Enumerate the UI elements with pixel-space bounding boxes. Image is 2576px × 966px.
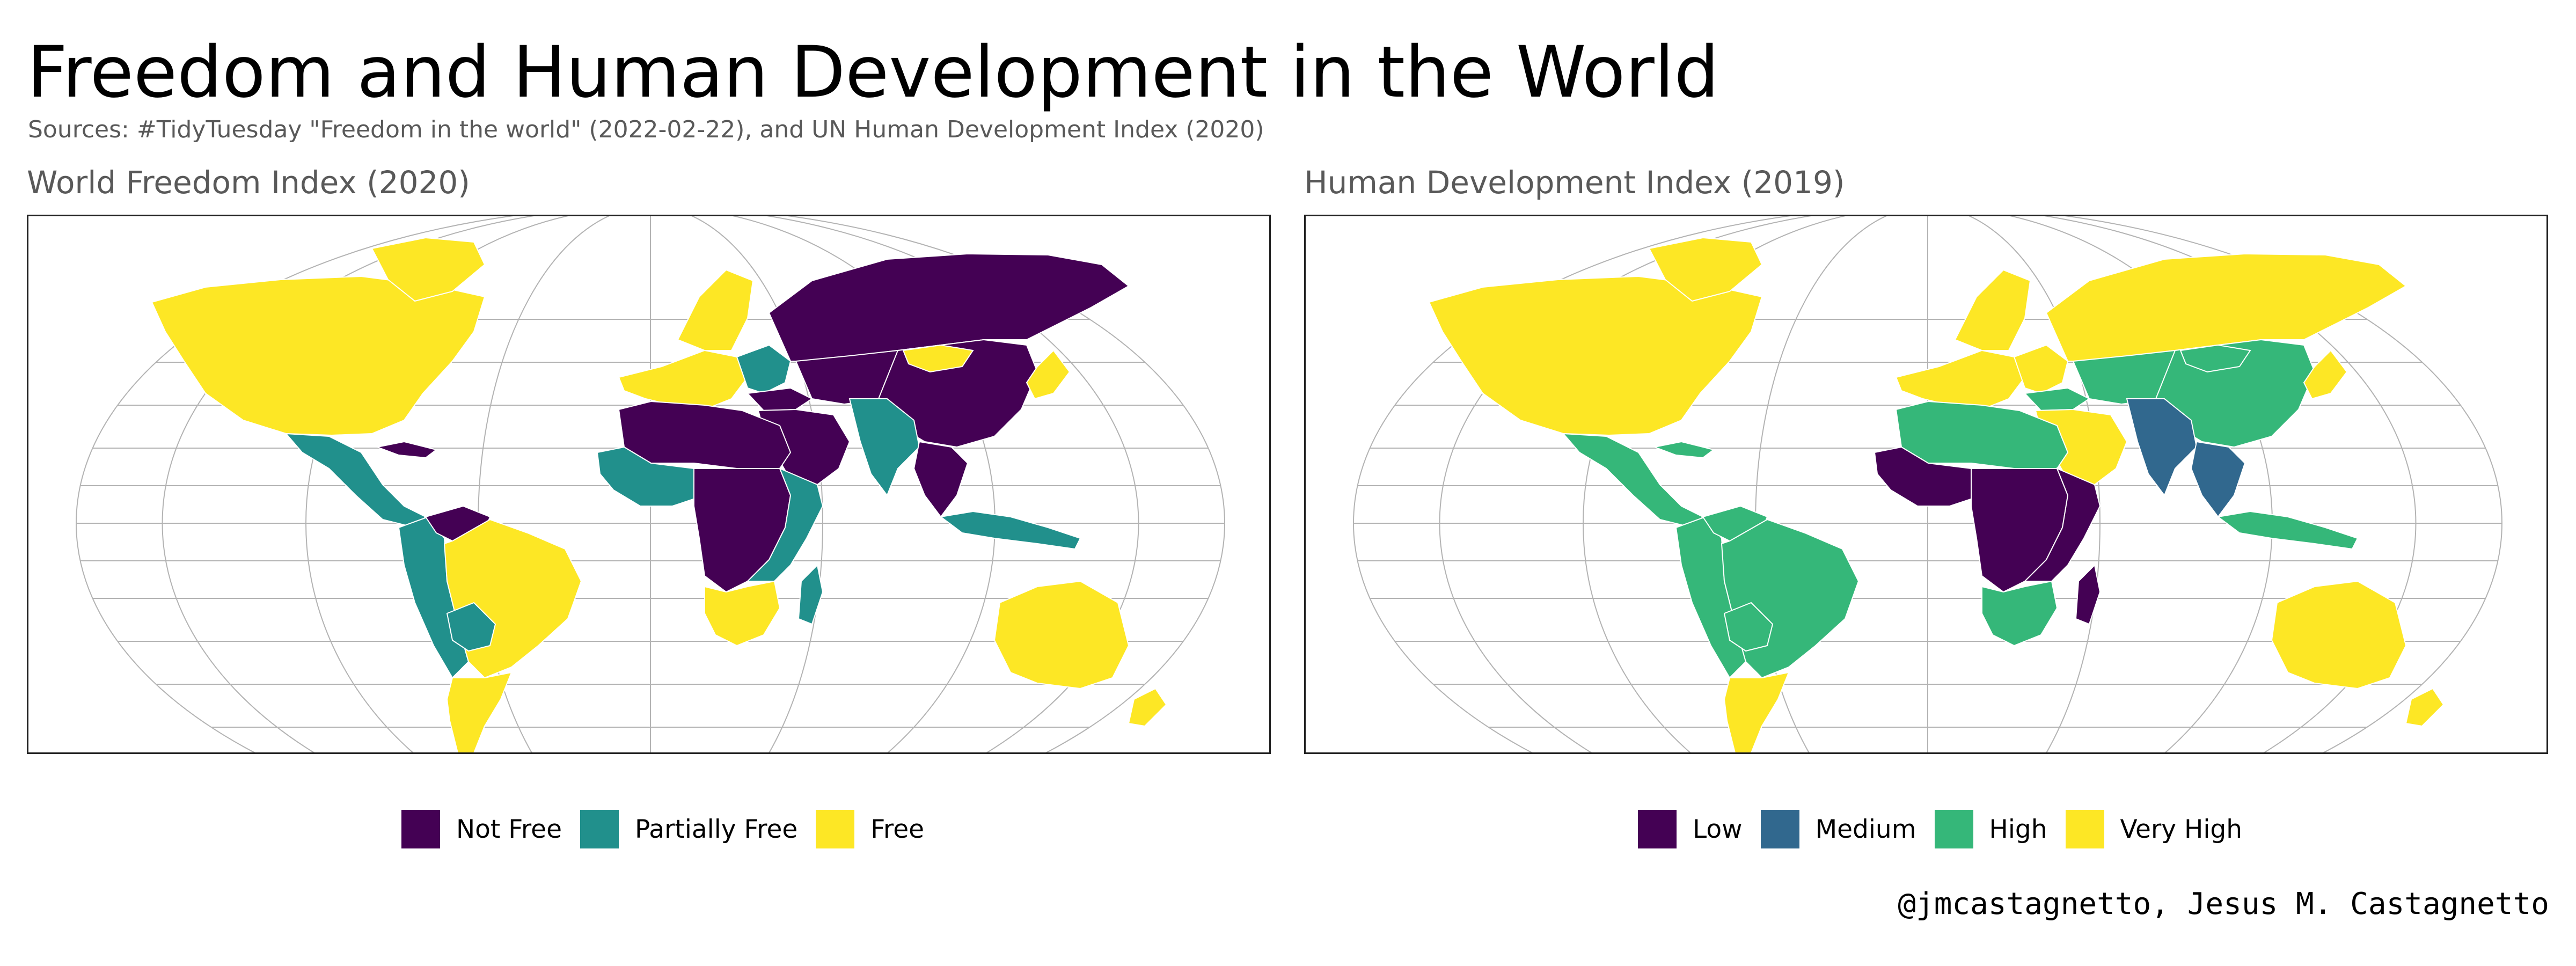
region-turkey (2023, 387, 2090, 412)
hdi-legend-label: Medium (1815, 814, 1916, 844)
region-greenland (371, 237, 486, 302)
region-turkey (746, 387, 813, 412)
region-indonesia (939, 510, 1081, 550)
hdi-legend-swatch (1934, 810, 1973, 848)
region-southern-cone (446, 671, 513, 752)
region-japan-korea (1026, 349, 1071, 400)
region-cuba (375, 441, 438, 459)
region-scandinavia (1954, 269, 2031, 351)
hdi-world-map (1353, 216, 2502, 752)
hdi-legend-item: Low (1638, 810, 1743, 848)
freedom-legend-item: Not Free (401, 810, 562, 848)
region-eastern-europe (2013, 344, 2069, 394)
countries (1428, 237, 2445, 752)
region-bolivia-paraguay (1723, 602, 1774, 652)
freedom-legend-label: Not Free (456, 814, 562, 844)
freedom-map-title: World Freedom Index (2020) (27, 164, 470, 201)
freedom-legend-swatch (816, 810, 855, 848)
region-north-america (1428, 275, 1763, 436)
page-subtitle: Sources: #TidyTuesday "Freedom in the wo… (28, 116, 1264, 143)
hdi-legend-item: Medium (1760, 810, 1916, 848)
freedom-legend-swatch (580, 810, 619, 848)
countries (151, 237, 1167, 752)
graticule-line (76, 216, 1225, 752)
region-southeast-asia (913, 441, 969, 518)
region-southern-africa (704, 580, 781, 647)
hdi-legend-label: High (1989, 814, 2047, 844)
region-southeast-asia (2190, 441, 2246, 518)
freedom-world-map (76, 216, 1225, 752)
region-greenland (1648, 237, 1763, 302)
region-eastern-europe (736, 344, 792, 394)
hdi-legend-item: Very High (2065, 810, 2243, 848)
region-new-zealand (2405, 687, 2445, 727)
region-madagascar (2075, 564, 2101, 625)
region-south-asia (2126, 398, 2198, 497)
region-australia (993, 580, 1130, 690)
region-southern-cone (1723, 671, 1790, 752)
region-cuba (1652, 441, 1715, 459)
freedom-legend: Not Free Partially Free Free (401, 808, 942, 851)
region-bolivia-paraguay (446, 602, 496, 652)
graticule-line (162, 216, 1139, 752)
hdi-map-panel (1304, 215, 2548, 754)
freedom-legend-label: Free (870, 814, 925, 844)
region-western-europe (1895, 349, 2026, 411)
region-south-asia (848, 398, 920, 497)
hdi-legend: Low Medium High Very High (1638, 808, 2260, 851)
freedom-legend-swatch (401, 810, 440, 848)
region-scandinavia (677, 269, 754, 351)
page-title: Freedom and Human Development in the Wor… (27, 31, 1719, 114)
freedom-legend-item: Free (816, 810, 924, 848)
region-west-africa (1874, 446, 1983, 507)
freedom-legend-label: Partially Free (635, 814, 798, 844)
region-southern-africa (1981, 580, 2058, 647)
hdi-map-title: Human Development Index (2019) (1304, 164, 1845, 201)
region-mongolia (2179, 344, 2251, 373)
graticule-line (1439, 216, 2417, 752)
region-madagascar (797, 564, 824, 625)
hdi-legend-label: Very High (2120, 814, 2243, 844)
region-japan-korea (2303, 349, 2348, 400)
region-new-zealand (1128, 687, 1167, 727)
region-west-africa (596, 446, 706, 507)
author-credit: @jmcastagnetto, Jesus M. Castagnetto (1898, 887, 2549, 921)
hdi-legend-swatch (2065, 810, 2104, 848)
graticule-line (1353, 216, 2502, 752)
hdi-legend-label: Low (1693, 814, 1743, 844)
region-north-america (151, 275, 486, 436)
region-western-europe (618, 349, 749, 411)
freedom-legend-item: Partially Free (580, 810, 797, 848)
region-indonesia (2216, 510, 2359, 550)
freedom-map-panel (27, 215, 1271, 754)
hdi-legend-swatch (1638, 810, 1677, 848)
region-mongolia (902, 344, 974, 373)
hdi-legend-swatch (1760, 810, 1799, 848)
hdi-legend-item: High (1934, 810, 2047, 848)
region-australia (2271, 580, 2407, 690)
